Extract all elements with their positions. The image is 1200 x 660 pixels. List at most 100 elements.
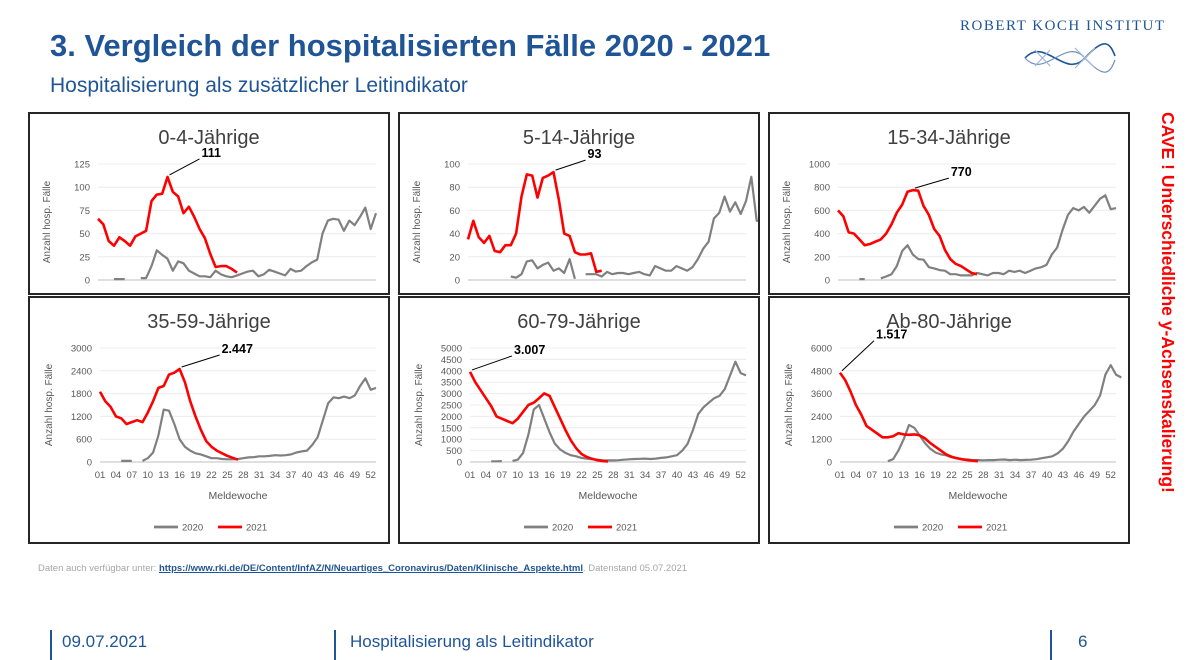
logo-text: ROBERT KOCH INSTITUT	[960, 18, 1166, 34]
y-tick-label: 2400	[71, 366, 92, 377]
x-tick-label: 34	[270, 470, 281, 481]
x-tick-label: 01	[465, 470, 476, 481]
chart-panel-15-34: 15-34-Jährige 0 200 400 600 800 1000 Anzahl hos…	[768, 112, 1130, 295]
chart-5-14: 5-14-Jährige 0 20 40 60 80 100 Anzahl hosp. Fäl…	[412, 127, 758, 287]
y-tick-label: 1200	[811, 435, 832, 446]
series-line-2020	[114, 206, 378, 281]
y-tick-label: 100	[444, 160, 460, 171]
y-tick-label: 0	[85, 276, 90, 287]
y-tick-label: 20	[449, 252, 460, 263]
x-tick-label: 13	[528, 470, 539, 481]
x-tick-label: 28	[978, 470, 989, 481]
peak-annotation: 93	[588, 147, 602, 161]
footer-divider-left	[50, 630, 52, 660]
y-tick-label: 0	[455, 276, 460, 287]
x-tick-label: 37	[1026, 470, 1037, 481]
y-tick-label: 0	[87, 458, 92, 469]
rki-logo-icon	[1024, 43, 1116, 73]
y-tick-label: 2500	[441, 401, 462, 412]
y-tick-label: 2400	[811, 412, 832, 423]
x-tick-label: 40	[302, 470, 313, 481]
y-tick-label: 6000	[811, 344, 832, 355]
x-tick-label: 25	[962, 470, 973, 481]
x-tick-label: 40	[1042, 470, 1053, 481]
x-tick-label: 07	[867, 470, 878, 481]
y-tick-label: 100	[74, 183, 90, 194]
y-tick-label: 600	[814, 206, 830, 217]
source-suffix: . Datenstand 05.07.2021	[583, 563, 688, 574]
y-tick-label: 800	[814, 183, 830, 194]
annotation-leader	[555, 159, 586, 171]
y-tick-label: 1200	[71, 412, 92, 423]
x-tick-label: 22	[206, 470, 217, 481]
scale-warning-text: CAVE ! Unterschiedliche y-Achsenskalieru…	[1158, 112, 1178, 493]
footer-date: 09.07.2021	[62, 632, 148, 651]
x-tick-label: 19	[190, 470, 201, 481]
y-tick-label: 3000	[441, 389, 462, 400]
chart-35-59: 35-59-Jährige 0 600 1200 1800 2400 3000 Anzahl …	[44, 311, 377, 534]
source-link[interactable]: https://www.rki.de/DE/Content/InfAZ/N/Ne…	[158, 563, 583, 574]
y-tick-label: 4000	[441, 366, 462, 377]
x-tick-label: 43	[688, 470, 699, 481]
legend-label-2021: 2021	[986, 523, 1007, 534]
page-title: 3. Vergleich der hospitalisierten Fälle …	[50, 28, 771, 63]
x-tick-label: 31	[624, 470, 635, 481]
chart-title-ab-80: Ab-80-Jährige	[886, 311, 1012, 333]
source-prefix: Daten auch verfügbar unter:	[38, 563, 159, 574]
x-tick-label: 04	[851, 470, 862, 481]
x-tick-label: 19	[560, 470, 571, 481]
annotation-leader	[841, 340, 875, 372]
chart-ab-80: Ab-80-Jährige 0 1200 2400 3600 4800 6000 Anzahl…	[784, 311, 1122, 534]
x-tick-label: 49	[1089, 470, 1100, 481]
y-tick-label: 5000	[441, 344, 462, 355]
legend-label-2020: 2020	[922, 523, 943, 534]
x-tick-label: 16	[544, 470, 555, 481]
y-tick-label: 500	[446, 446, 462, 457]
x-tick-label: 34	[1010, 470, 1021, 481]
y-tick-label: 2000	[441, 412, 462, 423]
chart-panel-35-59: 35-59-Jährige 0 600 1200 1800 2400 3000 Anzahl …	[28, 296, 390, 544]
x-tick-label: 10	[882, 470, 893, 481]
chart-title-5-14: 5-14-Jährige	[523, 127, 635, 149]
series-line-2020	[491, 360, 747, 463]
legend-label-2020: 2020	[552, 523, 573, 534]
x-tick-label: 37	[656, 470, 667, 481]
chart-panel-ab-80: Ab-80-Jährige 0 1200 2400 3600 4800 6000 Anzahl…	[768, 296, 1130, 544]
chart-title-35-59: 35-59-Jährige	[147, 311, 270, 333]
series-line-2021	[98, 367, 239, 461]
x-tick-label: 28	[608, 470, 619, 481]
chart-0-4: 0-4-Jährige 0 25 50 75 100 125 Anzahl hosp. Fäl…	[42, 127, 378, 287]
series-line-2020	[887, 364, 1122, 463]
x-tick-label: 46	[1074, 470, 1085, 481]
y-axis-label: Anzahl hosp. Fälle	[782, 180, 793, 263]
peak-annotation: 2.447	[222, 342, 253, 356]
x-tick-label: 04	[111, 470, 122, 481]
peak-annotation: 1.517	[876, 328, 907, 342]
y-tick-label: 400	[814, 229, 830, 240]
y-tick-label: 40	[449, 229, 460, 240]
chart-title-15-34: 15-34-Jährige	[887, 127, 1010, 149]
footer-divider-right	[1050, 630, 1052, 660]
x-tick-label: 10	[142, 470, 153, 481]
series-line-2021	[97, 175, 238, 274]
x-tick-label: 52	[365, 470, 376, 481]
peak-annotation: 111	[202, 146, 222, 160]
y-axis-label: Anzahl hosp. Fälle	[412, 180, 423, 263]
series-line-2020	[510, 175, 758, 280]
y-axis-label: Anzahl hosp. Fälle	[414, 363, 425, 446]
y-tick-label: 4500	[441, 355, 462, 366]
x-tick-label: 25	[222, 470, 233, 481]
x-tick-label: 46	[334, 470, 345, 481]
y-tick-label: 80	[449, 183, 460, 194]
chart-title-60-79: 60-79-Jährige	[517, 311, 640, 333]
y-axis-label: Anzahl hosp. Fälle	[42, 180, 53, 263]
y-tick-label: 0	[825, 276, 830, 287]
peak-annotation: 3.007	[514, 343, 545, 357]
x-tick-label: 13	[158, 470, 169, 481]
y-tick-label: 1000	[809, 160, 830, 171]
x-tick-label: 31	[254, 470, 265, 481]
x-axis-label: Meldewoche	[579, 490, 638, 502]
footer-divider-middle	[334, 630, 336, 660]
y-tick-label: 3500	[441, 378, 462, 389]
chart-panel-60-79: 60-79-Jährige 0 500 1000 1500 2000 2500 3000 350…	[398, 296, 760, 544]
